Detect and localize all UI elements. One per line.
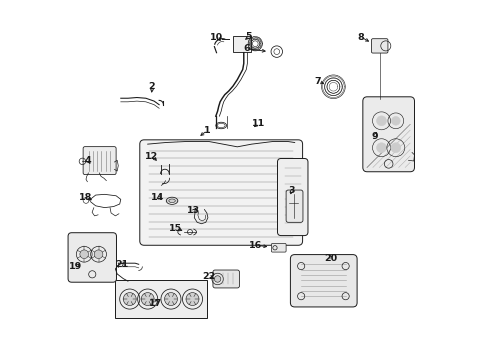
Circle shape (376, 143, 386, 153)
Circle shape (214, 276, 221, 282)
Text: 17: 17 (149, 299, 162, 308)
Text: 3: 3 (288, 185, 294, 194)
Circle shape (141, 293, 154, 306)
Text: 13: 13 (186, 206, 200, 215)
Text: 21: 21 (115, 260, 128, 269)
Text: 15: 15 (169, 224, 182, 233)
Text: 22: 22 (202, 271, 215, 280)
FancyBboxPatch shape (115, 280, 207, 318)
Text: 20: 20 (324, 254, 337, 263)
FancyBboxPatch shape (212, 270, 239, 288)
Text: 2: 2 (148, 82, 155, 91)
FancyBboxPatch shape (271, 243, 285, 252)
Circle shape (390, 143, 400, 153)
FancyBboxPatch shape (140, 140, 302, 245)
Text: 19: 19 (69, 262, 82, 271)
Text: 14: 14 (151, 193, 164, 202)
FancyBboxPatch shape (371, 39, 387, 53)
FancyBboxPatch shape (362, 97, 414, 172)
FancyBboxPatch shape (68, 233, 116, 282)
Circle shape (376, 116, 386, 126)
Text: 1: 1 (203, 126, 210, 135)
FancyBboxPatch shape (290, 255, 356, 307)
Text: 5: 5 (245, 32, 251, 41)
Text: 16: 16 (249, 241, 262, 250)
Text: 6: 6 (243, 44, 249, 53)
FancyBboxPatch shape (83, 147, 116, 175)
Circle shape (94, 250, 102, 258)
Text: 8: 8 (357, 33, 364, 42)
Text: 11: 11 (251, 119, 264, 128)
FancyBboxPatch shape (285, 190, 303, 222)
Circle shape (391, 117, 399, 125)
FancyBboxPatch shape (277, 158, 307, 235)
Text: 10: 10 (209, 33, 223, 42)
Circle shape (164, 293, 177, 306)
Text: 9: 9 (370, 132, 377, 141)
Text: 18: 18 (79, 193, 93, 202)
Circle shape (80, 250, 88, 258)
Text: 4: 4 (84, 156, 91, 165)
Text: 12: 12 (145, 152, 158, 161)
FancyBboxPatch shape (232, 36, 250, 52)
Circle shape (123, 293, 136, 306)
Circle shape (185, 293, 199, 306)
Text: 7: 7 (314, 77, 321, 86)
